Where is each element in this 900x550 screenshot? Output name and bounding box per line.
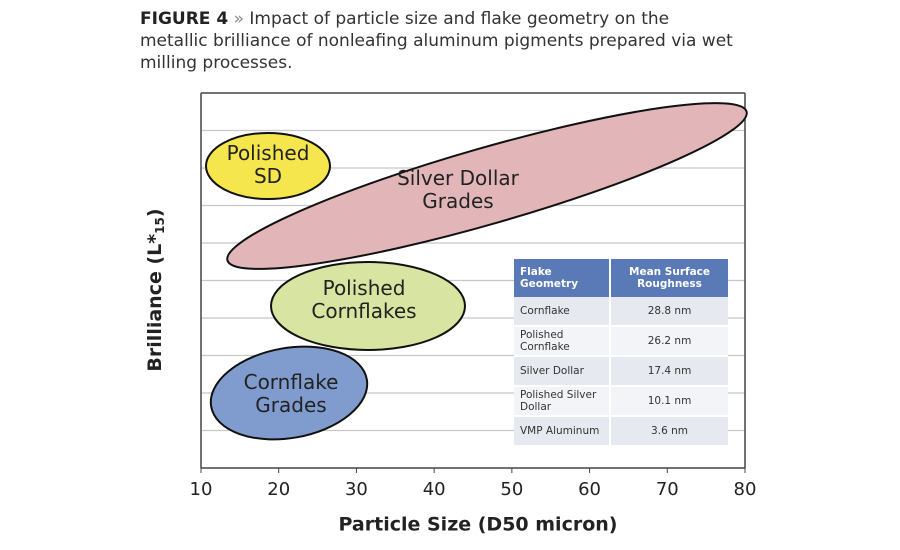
table-cell: Polished Cornflake: [514, 326, 611, 357]
region: [270, 261, 466, 351]
x-axis-label: Particle Size (D50 micron): [339, 514, 618, 536]
y-axis-label: Brilliance (L*15): [144, 208, 167, 371]
roughness-table: Flake Geometry Mean Surface Roughness Cor…: [514, 259, 728, 447]
region-label: Grades: [422, 189, 493, 213]
separator: »: [233, 9, 244, 29]
table-cell: VMP Aluminum: [514, 416, 611, 447]
table-header: Mean Surface Roughness: [610, 259, 728, 297]
region: [226, 102, 748, 270]
x-tick-label: 60: [578, 479, 601, 500]
table-row: Cornflake 28.8 nm: [514, 297, 728, 327]
table-cell: Polished Silver Dollar: [514, 386, 611, 417]
table-cell: 3.6 nm: [609, 416, 728, 447]
region-label: Cornflakes: [311, 299, 416, 323]
figure-label: FIGURE 4: [140, 9, 229, 29]
region: [209, 345, 369, 441]
y-label-end: ): [144, 208, 166, 217]
x-tick-label: 30: [345, 479, 368, 500]
table-row: Silver Dollar 17.4 nm: [514, 356, 728, 387]
caption: FIGURE 4 » Impact of particle size and f…: [140, 8, 740, 74]
region-label: Polished: [227, 141, 310, 165]
region-label: Polished: [323, 276, 406, 300]
table-cell: 10.1 nm: [609, 386, 728, 417]
region-label: Silver Dollar: [397, 166, 520, 190]
table-cell: Cornflake: [514, 297, 611, 327]
table-cell: 26.2 nm: [609, 326, 728, 357]
x-tick-label: 80: [734, 479, 757, 500]
table-cell: Silver Dollar: [514, 356, 611, 387]
table-header: Flake Geometry: [514, 259, 612, 297]
x-tick-label: 20: [267, 479, 290, 500]
table-cell: 17.4 nm: [609, 356, 728, 387]
region-label: Grades: [255, 393, 326, 417]
y-label-sub: 15: [153, 217, 167, 234]
caption-text: Impact of particle size and flake geomet…: [140, 9, 733, 73]
table-row: Polished Silver Dollar 10.1 nm: [514, 386, 728, 417]
region-label: Cornflake: [244, 370, 339, 394]
table-cell: 28.8 nm: [609, 297, 728, 327]
x-tick-label: 50: [500, 479, 523, 500]
region-label: SD: [254, 164, 282, 188]
y-label-main: Brilliance (L*: [144, 234, 166, 372]
table-row: Polished Cornflake 26.2 nm: [514, 326, 728, 357]
region: [205, 132, 331, 200]
x-tick-label: 70: [656, 479, 679, 500]
table-row: VMP Aluminum 3.6 nm: [514, 416, 728, 447]
x-tick-label: 10: [190, 479, 213, 500]
x-tick-label: 40: [423, 479, 446, 500]
